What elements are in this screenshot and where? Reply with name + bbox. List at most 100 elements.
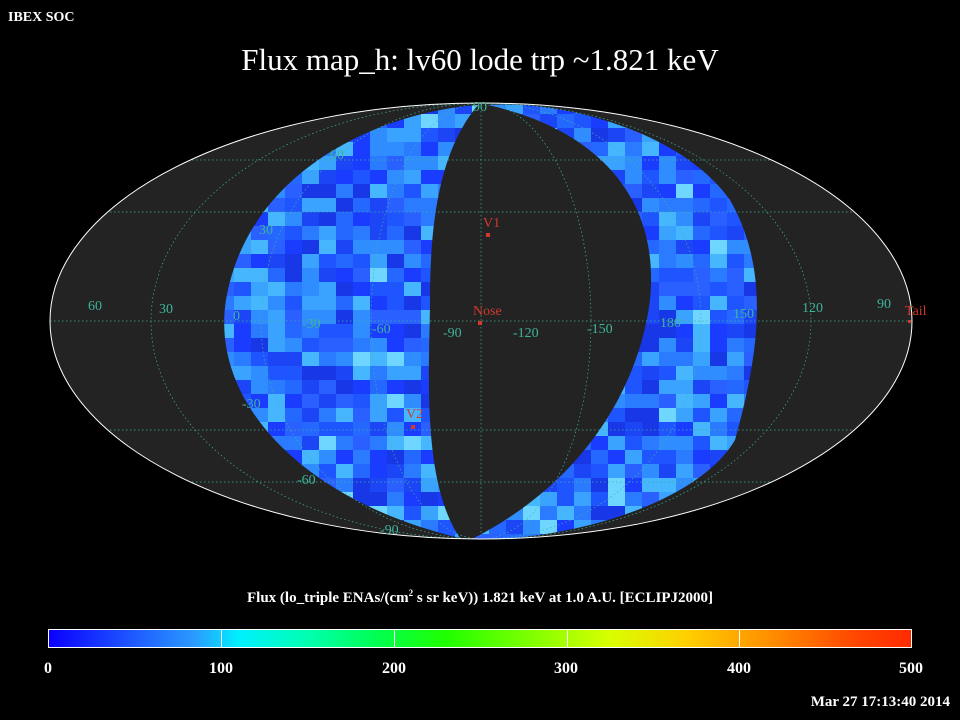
flux-pixel bbox=[285, 104, 303, 115]
flux-pixel bbox=[659, 478, 677, 493]
flux-pixel bbox=[370, 296, 388, 311]
lat-label-30: 30 bbox=[259, 223, 273, 238]
flux-pixel bbox=[353, 436, 371, 451]
flux-pixel bbox=[200, 100, 218, 115]
marker-label-v2: V2 bbox=[406, 407, 423, 422]
flux-pixel bbox=[642, 198, 660, 213]
flux-pixel bbox=[370, 240, 388, 255]
flux-pixel bbox=[387, 240, 405, 255]
flux-pixel bbox=[251, 104, 269, 115]
flux-pixel bbox=[659, 324, 677, 339]
flux-pixel bbox=[319, 422, 337, 437]
flux-pixel bbox=[761, 142, 779, 157]
flux-pixel bbox=[387, 184, 405, 199]
flux-pixel bbox=[727, 324, 745, 339]
flux-pixel bbox=[370, 254, 388, 269]
marker-dot-tail bbox=[908, 320, 911, 323]
flux-pixel bbox=[625, 142, 643, 157]
flux-pixel bbox=[438, 128, 456, 143]
flux-pixel bbox=[370, 366, 388, 381]
flux-pixel bbox=[370, 282, 388, 297]
flux-pixel bbox=[642, 184, 660, 199]
flux-pixel bbox=[285, 436, 303, 451]
flux-pixel bbox=[642, 422, 660, 437]
flux-pixel bbox=[659, 534, 677, 539]
flux-pixel bbox=[642, 104, 660, 115]
flux-pixel bbox=[302, 212, 320, 227]
flux-pixel bbox=[489, 534, 507, 539]
flux-pixel bbox=[404, 282, 422, 297]
flux-pixel bbox=[319, 394, 337, 409]
flux-pixel bbox=[642, 212, 660, 227]
flux-pixel bbox=[285, 324, 303, 339]
flux-pixel bbox=[353, 142, 371, 157]
flux-pixel bbox=[336, 380, 354, 395]
lon-label-minus-120: -120 bbox=[513, 326, 539, 341]
flux-pixel bbox=[336, 450, 354, 465]
flux-pixel bbox=[285, 310, 303, 325]
flux-pixel bbox=[370, 184, 388, 199]
flux-pixel bbox=[251, 226, 269, 241]
flux-pixel bbox=[234, 254, 252, 269]
flux-pixel bbox=[404, 436, 422, 451]
flux-pixel bbox=[404, 408, 422, 423]
flux-pixel bbox=[336, 212, 354, 227]
flux-pixel bbox=[268, 310, 286, 325]
flux-pixel bbox=[710, 366, 728, 381]
marker-dot-v2 bbox=[411, 425, 415, 429]
flux-pixel bbox=[404, 464, 422, 479]
flux-pixel bbox=[224, 282, 235, 297]
flux-pixel bbox=[353, 450, 371, 465]
flux-pixel bbox=[268, 226, 286, 241]
flux-pixel bbox=[336, 240, 354, 255]
flux-pixel bbox=[251, 366, 269, 381]
colorbar-tick-300: 300 bbox=[554, 660, 578, 677]
flux-pixel bbox=[642, 352, 660, 367]
flux-pixel bbox=[404, 128, 422, 143]
flux-pixel bbox=[608, 128, 626, 143]
flux-pixel bbox=[659, 380, 677, 395]
flux-pixel bbox=[234, 520, 252, 535]
flux-pixel bbox=[370, 436, 388, 451]
flux-pixel bbox=[421, 170, 439, 185]
flux-pixel bbox=[319, 254, 337, 269]
lat-label-60: 60 bbox=[330, 148, 344, 163]
flux-pixel bbox=[234, 282, 252, 297]
flux-pixel bbox=[268, 408, 286, 423]
flux-pixel bbox=[710, 240, 728, 255]
flux-pixel bbox=[710, 254, 728, 269]
flux-pixel bbox=[744, 492, 757, 507]
flux-pixel bbox=[268, 380, 286, 395]
flux-pixel bbox=[268, 338, 286, 353]
colorbar bbox=[48, 629, 912, 648]
flux-pixel bbox=[336, 198, 354, 213]
flux-pixel bbox=[710, 520, 728, 535]
flux-pixel bbox=[387, 156, 405, 171]
flux-pixel bbox=[404, 366, 422, 381]
flux-pixel bbox=[608, 534, 626, 539]
flux-pixel bbox=[200, 492, 218, 507]
timestamp: Mar 27 17:13:40 2014 bbox=[810, 694, 950, 710]
flux-pixel bbox=[404, 478, 422, 493]
flux-pixel bbox=[302, 104, 320, 115]
marker-dot-v1 bbox=[486, 233, 490, 237]
flux-pixel bbox=[234, 352, 252, 367]
flux-pixel bbox=[285, 422, 303, 437]
flux-pixel bbox=[676, 338, 694, 353]
flux-pixel bbox=[404, 506, 422, 521]
flux-pixel bbox=[251, 114, 269, 129]
flux-pixel bbox=[727, 296, 745, 311]
flux-pixel bbox=[404, 156, 422, 171]
flux-pixel bbox=[659, 450, 677, 465]
flux-pixel bbox=[540, 492, 558, 507]
lon-label-90-right: 90 bbox=[877, 297, 891, 312]
flux-pixel bbox=[591, 478, 609, 493]
flux-pixel bbox=[676, 114, 694, 129]
flux-pixel bbox=[387, 366, 405, 381]
flux-pixel bbox=[710, 324, 728, 339]
flux-pixel bbox=[744, 506, 757, 521]
flux-pixel bbox=[557, 534, 575, 539]
flux-pixel bbox=[404, 240, 422, 255]
flux-pixel bbox=[319, 450, 337, 465]
flux-pixel bbox=[421, 184, 439, 199]
